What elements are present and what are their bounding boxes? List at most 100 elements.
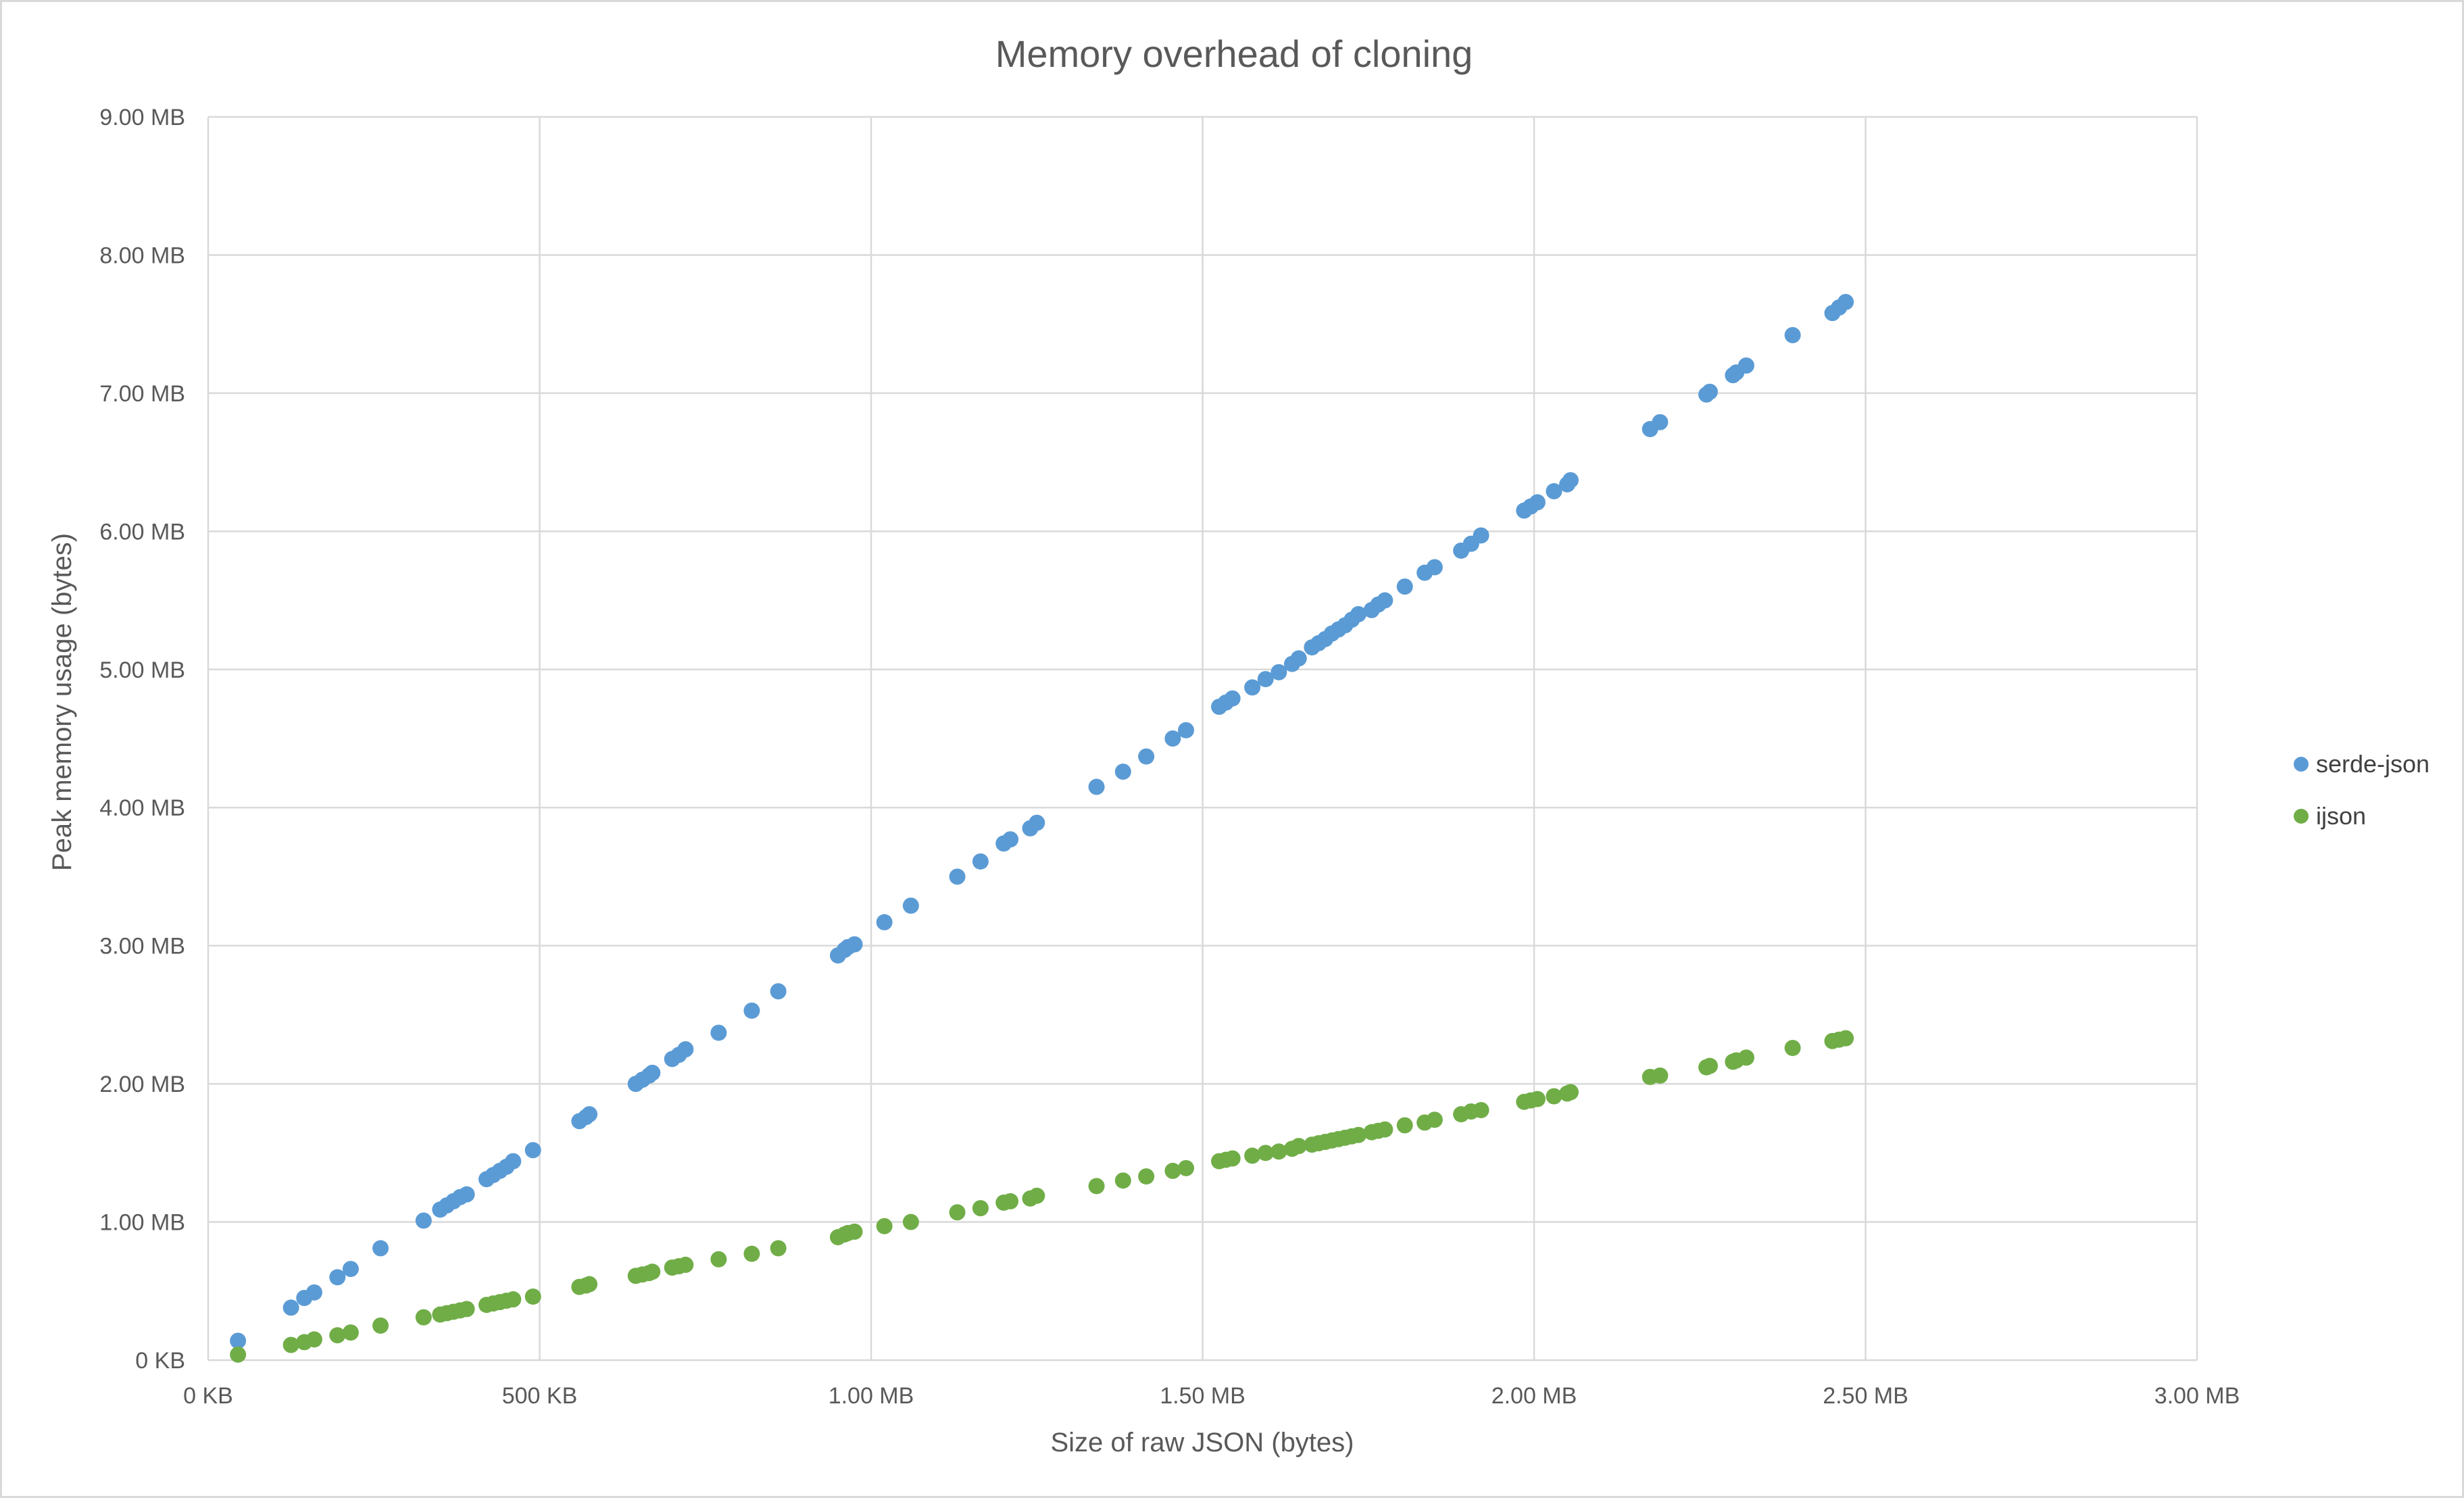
serde-json-point	[1701, 383, 1718, 400]
ijson-point	[644, 1264, 661, 1280]
serde-json-point	[972, 853, 989, 870]
serde-json-point	[644, 1064, 661, 1081]
serde-json-point	[1088, 778, 1105, 795]
serde-json-point	[1838, 293, 1854, 310]
ijson-point	[1546, 1088, 1562, 1105]
y-tick-label: 5.00 MB	[99, 657, 185, 683]
ijson-point	[581, 1276, 598, 1293]
serde-json-point	[902, 897, 919, 914]
serde-json-point	[1426, 559, 1443, 576]
ijson-point	[1290, 1138, 1307, 1155]
ijson-point	[1138, 1168, 1155, 1185]
ijson-point	[1529, 1091, 1546, 1107]
serde-json-point	[305, 1284, 322, 1301]
y-axis-title: Peak memory usage (bytes)	[47, 533, 77, 871]
series-ijson	[230, 1030, 1854, 1363]
y-tick-label: 9.00 MB	[99, 105, 185, 130]
gridlines	[207, 116, 2198, 1361]
y-tick-label: 2.00 MB	[99, 1072, 185, 1097]
x-tick-label: 2.00 MB	[1492, 1383, 1577, 1409]
serde-json-point	[1244, 679, 1261, 696]
serde-json-point	[1114, 764, 1131, 780]
serde-json-point	[1002, 831, 1019, 848]
serde-json-point	[505, 1153, 522, 1170]
ijson-point	[1701, 1057, 1718, 1074]
serde-json-point	[1652, 414, 1669, 430]
ijson-point	[1838, 1030, 1854, 1047]
serde-json-point	[1271, 664, 1287, 680]
x-tick-label: 0 KB	[183, 1383, 233, 1409]
serde-json-point	[1529, 494, 1546, 511]
ijson-point	[1426, 1111, 1443, 1128]
legend-label: serde-json	[2316, 750, 2430, 778]
legend-item-ijson: ijson	[2294, 802, 2366, 830]
y-tick-label: 8.00 MB	[99, 243, 185, 268]
chart-title: Memory overhead of cloning	[995, 32, 1473, 75]
ijson-point	[458, 1301, 475, 1318]
serde-json-point	[415, 1212, 432, 1229]
serde-json-point	[770, 983, 787, 1000]
legend-marker	[2294, 809, 2309, 824]
serde-json-point	[1396, 578, 1413, 595]
legend-item-serde-json: serde-json	[2294, 750, 2430, 778]
ijson-point	[329, 1327, 346, 1344]
ijson-point	[1377, 1121, 1394, 1138]
ijson-point	[1396, 1117, 1413, 1134]
serde-json-point	[846, 936, 863, 953]
ijson-point	[1177, 1159, 1194, 1176]
legend-label: ijson	[2316, 802, 2366, 830]
x-axis-tick-labels: 0 KB 500 KB 1.00 MB 1.50 MB 2.00 MB 2.50 MB 3.…	[183, 1383, 2240, 1409]
serde-json-point	[458, 1186, 475, 1203]
ijson-point	[1652, 1067, 1669, 1084]
serde-json-point	[710, 1024, 727, 1041]
ijson-point	[505, 1291, 522, 1308]
y-tick-label: 0 KB	[135, 1348, 185, 1374]
serde-json-point	[329, 1269, 346, 1286]
serde-json-point	[230, 1332, 247, 1349]
serde-json-point	[524, 1142, 541, 1159]
serde-json-point	[581, 1106, 598, 1123]
ijson-point	[1350, 1126, 1367, 1143]
y-tick-label: 6.00 MB	[99, 519, 185, 545]
data-series	[230, 293, 1854, 1363]
ijson-point	[949, 1204, 966, 1221]
serde-json-point	[1177, 722, 1194, 739]
ijson-point	[710, 1251, 727, 1268]
y-axis-tick-labels: 0 KB 1.00 MB 2.00 MB 3.00 MB 4.00 MB 5.00 MB 6…	[99, 105, 185, 1374]
serde-json-point	[1257, 671, 1274, 688]
ijson-point	[1224, 1150, 1241, 1167]
serde-json-point	[1350, 606, 1367, 622]
ijson-point	[230, 1346, 247, 1363]
legend-marker	[2294, 757, 2309, 772]
ijson-point	[1271, 1143, 1287, 1160]
ijson-point	[743, 1245, 760, 1262]
ijson-point	[1088, 1178, 1105, 1195]
ijson-point	[1562, 1084, 1579, 1101]
ijson-point	[372, 1317, 389, 1334]
legend: serde-json ijson	[2294, 750, 2430, 830]
serde-json-point	[1784, 327, 1801, 344]
serde-json-point	[1377, 592, 1394, 609]
x-tick-label: 3.00 MB	[2154, 1383, 2240, 1409]
x-tick-label: 1.50 MB	[1160, 1383, 1246, 1409]
serde-json-point	[282, 1299, 299, 1316]
ijson-point	[1114, 1172, 1131, 1189]
serde-json-point	[1290, 650, 1307, 667]
ijson-point	[1029, 1187, 1045, 1204]
serde-json-point	[1546, 483, 1562, 500]
ijson-point	[1473, 1101, 1489, 1118]
ijson-point	[282, 1336, 299, 1353]
serde-json-point	[342, 1261, 359, 1278]
ijson-point	[1002, 1193, 1019, 1209]
serde-json-point	[1138, 748, 1155, 765]
ijson-point	[524, 1288, 541, 1305]
ijson-point	[415, 1309, 432, 1326]
ijson-point	[972, 1200, 989, 1217]
serde-json-point	[1224, 690, 1241, 707]
serde-json-point	[876, 914, 893, 930]
x-axis-title: Size of raw JSON (bytes)	[1050, 1428, 1354, 1457]
ijson-point	[1738, 1049, 1754, 1066]
serde-json-point	[949, 868, 966, 885]
